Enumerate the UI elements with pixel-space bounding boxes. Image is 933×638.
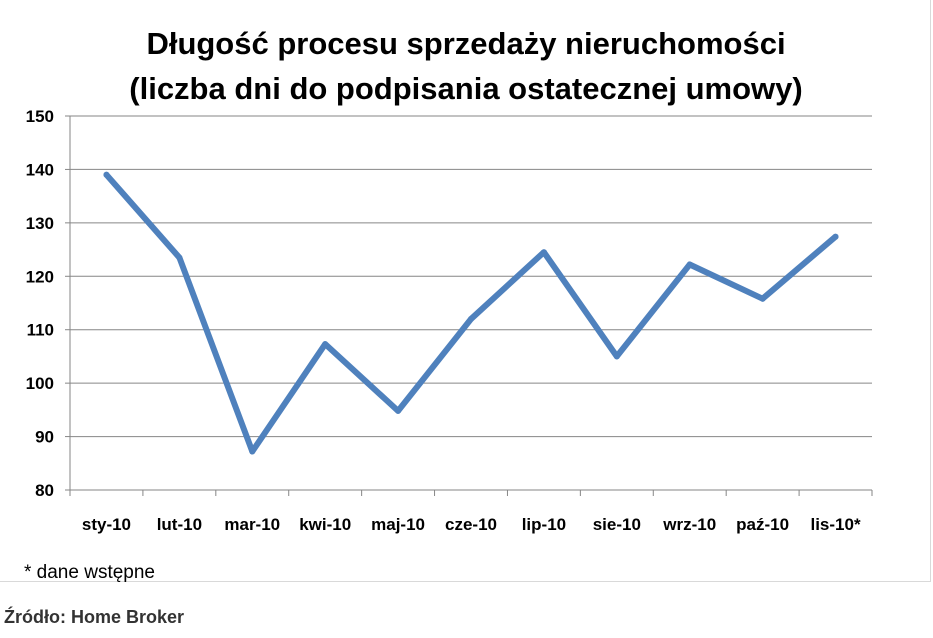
y-tick-label: 120 [26, 267, 54, 286]
x-tick-label: maj-10 [371, 515, 425, 534]
y-tick-label: 80 [35, 481, 54, 500]
data-point [832, 233, 839, 240]
x-tick-label: lut-10 [157, 515, 202, 534]
axes [65, 115, 873, 496]
y-tick-label: 100 [26, 374, 54, 393]
chart-title-line-1: Długość procesu sprzedaży nieruchomości [146, 26, 785, 61]
y-tick-labels: 80 90 100 110 120 130 140 150 [26, 107, 54, 500]
y-tick-label: 90 [35, 428, 54, 447]
x-tick-label: cze-10 [445, 515, 497, 534]
x-tick-label: lip-10 [522, 515, 566, 534]
x-tick-label: kwi-10 [299, 515, 351, 534]
gridlines [70, 115, 872, 438]
data-point [176, 254, 183, 261]
x-tick-label: sie-10 [593, 515, 641, 534]
x-tick-label: lis-10* [810, 515, 860, 534]
data-point [613, 353, 620, 360]
data-point [468, 316, 474, 323]
y-tick-label: 140 [26, 160, 54, 179]
chart-frame [0, 0, 931, 582]
series-layer [103, 171, 839, 455]
x-tick-label: mar-10 [224, 515, 280, 534]
data-point [540, 249, 547, 256]
data-point [103, 171, 110, 178]
data-point [249, 448, 256, 455]
data-point [322, 341, 329, 348]
x-tick-label: paź-10 [736, 515, 789, 534]
chart-title-line-2: (liczba dni do podpisania ostatecznej um… [129, 71, 802, 106]
line-chart: Długość procesu sprzedaży nieruchomości … [24, 26, 873, 583]
x-tick-labels: sty-10 lut-10 mar-10 kwi-10 maj-10 cze-10 lip-… [82, 515, 861, 534]
data-point [395, 407, 402, 414]
x-tick-label: wrz-10 [662, 515, 716, 534]
source-label: Źródło: Home Broker [4, 607, 185, 627]
x-tick-label: sty-10 [82, 515, 131, 534]
y-tick-label: 150 [26, 107, 54, 126]
y-tick-label: 110 [27, 321, 54, 340]
data-point [686, 261, 693, 268]
data-point [759, 295, 766, 302]
footnote: * dane wstępne [24, 562, 155, 583]
series-line [103, 171, 839, 455]
y-tick-label: 130 [26, 214, 54, 233]
